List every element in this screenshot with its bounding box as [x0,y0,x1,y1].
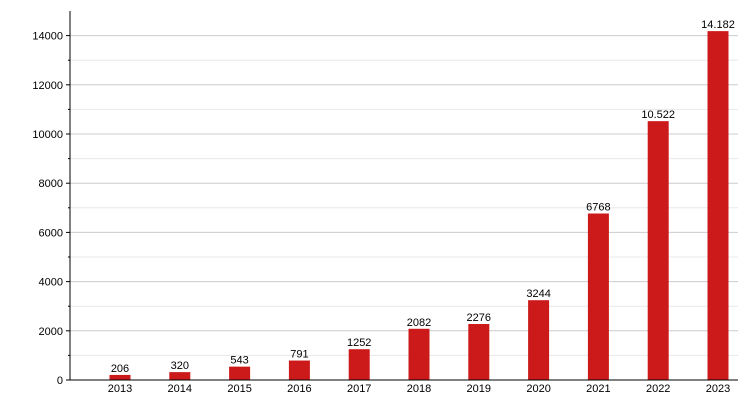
x-tick-label: 2023 [706,383,730,395]
bar [707,31,729,380]
axes [69,11,738,381]
bar [229,366,251,380]
y-ticks: 0 2000 4000 6000 8000 10000 12000 14000 [32,31,70,387]
x-tick-label: 2015 [227,383,251,395]
y-tick-label: 10000 [32,129,63,141]
data-labels: 206 320 543 791 1252 2082 2276 3244 6768 10.522 14… [111,19,735,375]
data-label: 6768 [586,202,610,214]
data-label: 791 [290,349,308,361]
x-tick-label: 2020 [526,383,550,395]
grid-lines [70,35,738,356]
data-label: 2276 [467,312,491,324]
y-tick-label: 2000 [39,326,63,338]
x-tick-label: 2014 [168,383,192,395]
y-tick-label: 4000 [39,277,63,289]
y-tick-label: 8000 [39,178,63,190]
bar [647,121,669,380]
y-tick-label: 14000 [32,31,63,43]
data-label: 1252 [347,337,371,349]
bar [288,360,310,380]
bar [109,374,131,380]
data-label: 3244 [526,288,550,300]
x-tick-label: 2018 [407,383,431,395]
data-label: 14.182 [701,19,735,31]
x-tick-label: 2019 [467,383,491,395]
data-label: 206 [111,363,129,375]
bar [348,349,370,380]
bar [587,213,609,380]
y-tick-label: 12000 [32,80,63,92]
x-tick-label: 2022 [646,383,670,395]
y-tick-label: 6000 [39,227,63,239]
data-label: 543 [230,355,248,367]
x-tick-label: 2017 [347,383,371,395]
data-label: 2082 [407,317,431,329]
x-tick-label: 2016 [287,383,311,395]
bar [468,324,490,380]
x-tick-label: 2021 [586,383,610,395]
x-ticks: 2013 2014 2015 2016 2017 2018 2019 2020 2021 2022… [108,383,730,395]
data-label: 320 [171,360,189,372]
y-tick-label: 0 [57,375,63,387]
data-label: 10.522 [641,109,675,121]
bar [169,372,191,380]
bar [528,300,550,380]
x-tick-label: 2013 [108,383,132,395]
bars [109,31,729,380]
bar [408,328,430,380]
